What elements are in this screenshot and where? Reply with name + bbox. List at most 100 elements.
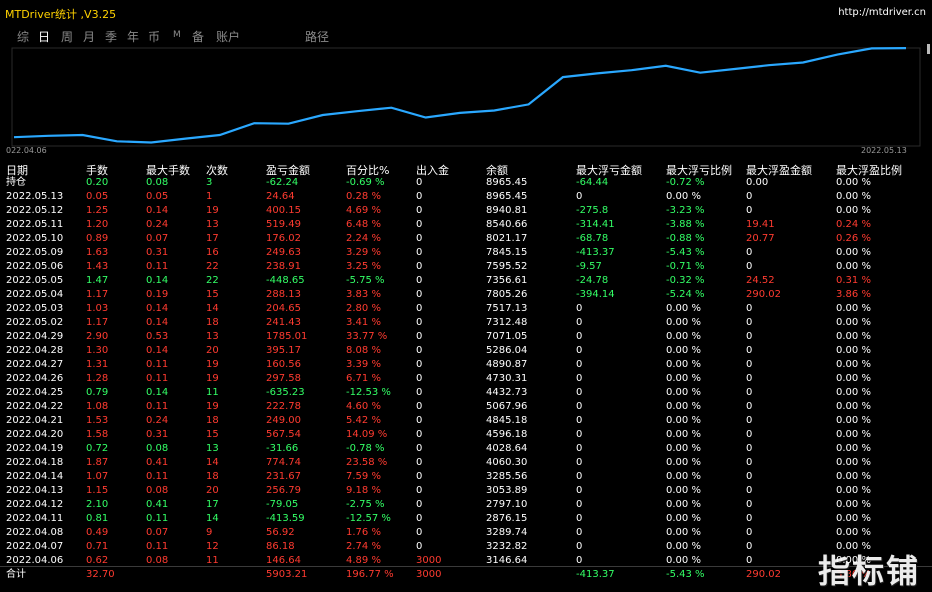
website-link[interactable]: http://mtdriver.cn bbox=[838, 7, 926, 18]
tab-quarterly[interactable]: 季 bbox=[105, 28, 117, 45]
total-divider bbox=[0, 566, 932, 567]
cell-max-float-loss-ratio: 0.00 % bbox=[666, 316, 701, 330]
col-max-float-profit-ratio[interactable]: 最大浮盈比例 bbox=[836, 162, 902, 176]
col-balance[interactable]: 余额 bbox=[486, 162, 508, 176]
cell-deposit: 0 bbox=[416, 218, 422, 232]
col-deposit[interactable]: 出入金 bbox=[416, 162, 449, 176]
tab-symbol[interactable]: 币 bbox=[148, 28, 160, 45]
cell-max-float-profit-ratio: 0.00 % bbox=[836, 372, 871, 386]
cell-profit: 519.49 bbox=[266, 218, 301, 232]
cell-max-float-loss-ratio: -0.72 % bbox=[666, 176, 705, 190]
cell-lots: 0.20 bbox=[86, 176, 108, 190]
cell-max-lots: 0.24 bbox=[146, 414, 168, 428]
cell-deposit: 0 bbox=[416, 456, 422, 470]
col-max-float-loss-ratio[interactable]: 最大浮亏比例 bbox=[666, 162, 732, 176]
cell-percent: 5.42 % bbox=[346, 414, 381, 428]
cell-percent: 0.28 % bbox=[346, 190, 381, 204]
tab-weekly[interactable]: 周 bbox=[61, 28, 73, 45]
cell-deposit: 0 bbox=[416, 372, 422, 386]
cell-max-float-profit-ratio: 0.00 % bbox=[836, 470, 871, 484]
cell-profit: 176.02 bbox=[266, 232, 301, 246]
tab-m[interactable]: M bbox=[173, 30, 181, 40]
cell-balance: 7517.13 bbox=[486, 302, 527, 316]
cell-deposit: 0 bbox=[416, 540, 422, 554]
tab-notes[interactable]: 备 bbox=[192, 28, 204, 45]
cell-max-float-profit-ratio: 0.00 % bbox=[836, 176, 871, 190]
cell-max-float-loss: -275.8 bbox=[576, 204, 608, 218]
cell-max-float-profit: 0 bbox=[746, 358, 752, 372]
cell-percent: 3.83 % bbox=[346, 288, 381, 302]
col-lots[interactable]: 手数 bbox=[86, 162, 108, 176]
cell-max-float-loss-ratio: -5.43 % bbox=[666, 246, 705, 260]
col-max-float-loss[interactable]: 最大浮亏金额 bbox=[576, 162, 642, 176]
cell-date: 2022.05.12 bbox=[6, 204, 63, 218]
cell-date: 2022.05.04 bbox=[6, 288, 63, 302]
tab-monthly[interactable]: 月 bbox=[83, 28, 95, 45]
cell-count: 1 bbox=[206, 190, 212, 204]
cell-date: 2022.05.03 bbox=[6, 302, 63, 316]
col-max-float-profit[interactable]: 最大浮盈金额 bbox=[746, 162, 812, 176]
title-bar: MTDriver统计 ,V3.25 http://mtdriver.cn bbox=[0, 0, 932, 24]
col-count[interactable]: 次数 bbox=[206, 162, 228, 176]
col-percent[interactable]: 百分比% bbox=[346, 162, 389, 176]
cell-max-float-profit-ratio: 3.86 % bbox=[836, 288, 871, 302]
cell-max-float-loss: -413.37 bbox=[576, 246, 615, 260]
cell-max-float-loss-ratio: 0.00 % bbox=[666, 428, 701, 442]
cell-count: 12 bbox=[206, 540, 219, 554]
cell-max-float-loss-ratio: -5.43 % bbox=[666, 568, 705, 582]
cell-max-float-profit-ratio: 0.00 % bbox=[836, 358, 871, 372]
tab-summary[interactable]: 综 bbox=[17, 28, 29, 45]
col-date[interactable]: 日期 bbox=[6, 162, 28, 176]
cell-max-lots: 0.14 bbox=[146, 316, 168, 330]
cell-max-lots: 0.14 bbox=[146, 274, 168, 288]
cell-date: 2022.04.13 bbox=[6, 484, 63, 498]
cell-percent: 3.41 % bbox=[346, 316, 381, 330]
tab-yearly[interactable]: 年 bbox=[127, 28, 139, 45]
cell-max-lots: 0.41 bbox=[146, 456, 168, 470]
cell-max-float-profit: 0 bbox=[746, 526, 752, 540]
tab-path[interactable]: 路径 bbox=[305, 28, 329, 45]
cell-count: 20 bbox=[206, 344, 219, 358]
tab-account[interactable]: 账户 bbox=[216, 28, 240, 45]
watermark-logo: 指标铺 bbox=[818, 546, 920, 592]
tab-daily[interactable]: 日 bbox=[38, 28, 50, 45]
cell-date: 2022.04.12 bbox=[6, 498, 63, 512]
cell-count: 22 bbox=[206, 260, 219, 274]
cell-balance: 8965.45 bbox=[486, 190, 527, 204]
cell-lots: 1.58 bbox=[86, 428, 108, 442]
cell-max-float-loss-ratio: -5.24 % bbox=[666, 288, 705, 302]
col-max-lots[interactable]: 最大手数 bbox=[146, 162, 190, 176]
scroll-handle[interactable] bbox=[927, 44, 930, 54]
cell-max-float-loss: 0 bbox=[576, 442, 582, 456]
cell-max-float-loss: 0 bbox=[576, 470, 582, 484]
col-profit[interactable]: 盈亏金额 bbox=[266, 162, 310, 176]
